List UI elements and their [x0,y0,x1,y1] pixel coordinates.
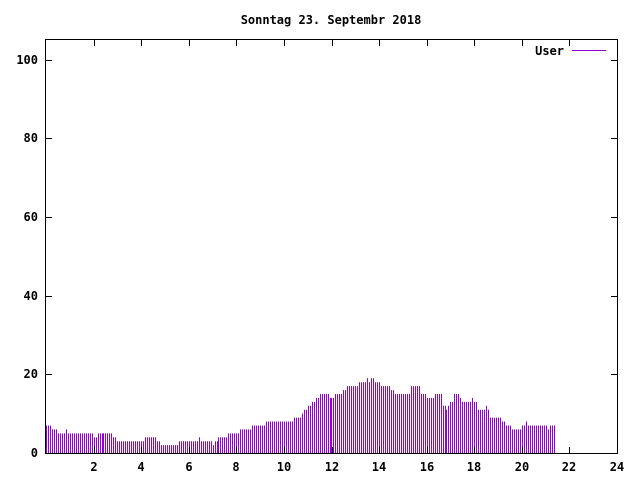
x-tick-label: 4 [137,460,144,474]
chart-title: Sonntag 23. Septembr 2018 [241,13,422,27]
x-tick-label: 14 [372,460,386,474]
y-tick-label: 40 [24,289,38,303]
bar-group [46,378,555,453]
x-tick-label: 24 [610,460,624,474]
x-tick-label: 10 [277,460,291,474]
x-tick-label: 22 [562,460,576,474]
x-tick-label: 18 [467,460,481,474]
x-tick-label: 6 [185,460,192,474]
y-tick-label: 80 [24,131,38,145]
x-tick-label: 8 [232,460,239,474]
y-tick-label: 100 [16,53,38,67]
x-tick-label: 2 [90,460,97,474]
x-tick-label: 16 [420,460,434,474]
legend-label-user: User [535,44,564,58]
y-tick-label: 0 [31,446,38,460]
y-tick-label: 20 [24,367,38,381]
x-tick-label: 12 [325,460,339,474]
y-tick-label: 60 [24,210,38,224]
x-tick-label: 20 [515,460,529,474]
plot-frame [45,39,618,454]
legend: User [535,44,606,58]
